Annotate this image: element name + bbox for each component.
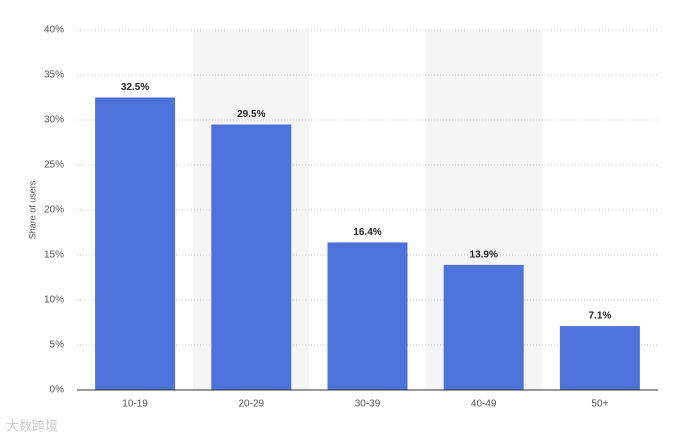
bar bbox=[559, 326, 640, 390]
value-label: 32.5% bbox=[121, 82, 149, 93]
bar bbox=[327, 242, 408, 390]
x-tick-label: 50+ bbox=[591, 399, 608, 410]
x-tick-label: 30-39 bbox=[355, 399, 381, 410]
value-label: 16.4% bbox=[353, 227, 381, 238]
watermark: 大数跨境 bbox=[6, 418, 58, 433]
y-tick-label: 15% bbox=[44, 250, 64, 261]
bar bbox=[443, 264, 524, 390]
y-axis-label: Share of users bbox=[27, 180, 37, 239]
value-label: 13.9% bbox=[470, 250, 498, 261]
y-tick-label: 40% bbox=[44, 25, 64, 36]
x-tick-label: 10-19 bbox=[122, 399, 148, 410]
y-tick-label: 35% bbox=[44, 70, 64, 81]
bar bbox=[211, 124, 292, 390]
y-tick-label: 20% bbox=[44, 205, 64, 216]
value-label: 7.1% bbox=[589, 311, 612, 322]
x-tick-label: 20-29 bbox=[239, 399, 265, 410]
y-tick-label: 30% bbox=[44, 115, 64, 126]
y-tick-label: 10% bbox=[44, 295, 64, 306]
y-tick-label: 0% bbox=[50, 385, 65, 396]
value-label: 29.5% bbox=[237, 109, 265, 120]
bar bbox=[95, 97, 176, 390]
y-tick-label: 25% bbox=[44, 160, 64, 171]
y-tick-label: 5% bbox=[50, 340, 65, 351]
x-tick-label: 40-49 bbox=[471, 399, 497, 410]
